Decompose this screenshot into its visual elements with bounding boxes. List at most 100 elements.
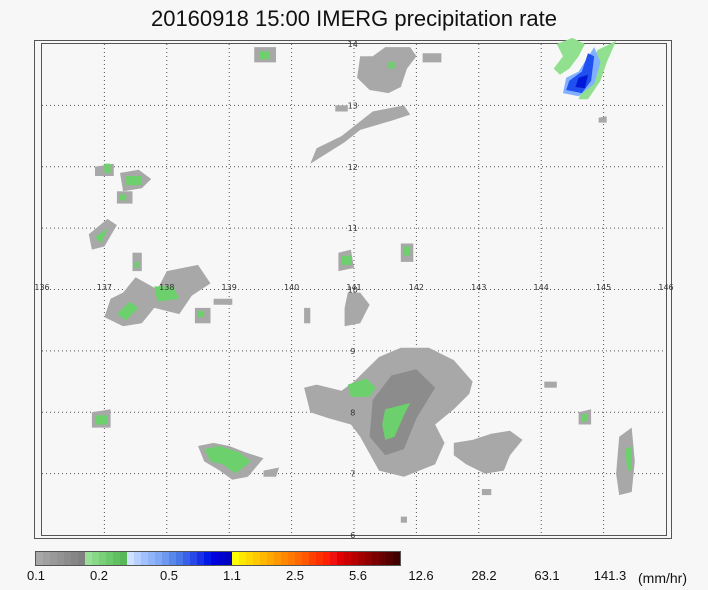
rain-cell <box>357 47 417 94</box>
colorbar-swatch <box>372 552 379 565</box>
lon-tick-label: 140 <box>284 283 299 292</box>
lon-tick-label: 138 <box>159 283 174 292</box>
rain-cell <box>344 292 370 327</box>
colorbar-swatch <box>106 552 113 565</box>
colorbar-swatch <box>393 552 400 565</box>
colorbar-swatch <box>323 552 330 565</box>
rain-cell <box>120 194 127 201</box>
rain-cell <box>581 414 588 422</box>
colorbar-swatch <box>155 552 162 565</box>
colorbar-swatch <box>162 552 169 565</box>
colorbar-tick-label: 1.1 <box>222 568 242 583</box>
rain-cell <box>134 261 139 268</box>
colorbar-swatch <box>253 552 260 565</box>
colorbar-swatch <box>113 552 120 565</box>
lat-tick-label: 10 <box>348 286 358 295</box>
rain-cell <box>625 446 632 471</box>
colorbar-swatch <box>92 552 99 565</box>
lon-tick-label: 137 <box>97 283 112 292</box>
colorbar-tick-label: 0.1 <box>26 568 46 583</box>
colorbar-swatch <box>43 552 50 565</box>
colorbar-tick-label: 5.6 <box>348 568 368 583</box>
rain-cell <box>453 430 523 474</box>
colorbar-swatch <box>281 552 288 565</box>
lon-tick-label: 142 <box>409 283 424 292</box>
rain-cell <box>481 489 492 496</box>
lat-tick-label: 8 <box>350 408 355 417</box>
rain-cell <box>544 381 557 388</box>
colorbar-swatch <box>316 552 323 565</box>
colorbar-swatch <box>239 552 246 565</box>
rain-cell <box>566 53 595 94</box>
rain-cell <box>198 311 205 318</box>
rain-cell <box>126 176 142 186</box>
colorbar-swatch <box>225 552 232 565</box>
colorbar-swatch <box>176 552 183 565</box>
colorbar-swatch <box>386 552 393 565</box>
rain-cell <box>598 116 607 123</box>
lon-tick-label: 139 <box>222 283 237 292</box>
rain-cell <box>422 53 442 63</box>
colorbar-swatch <box>169 552 176 565</box>
rain-cell <box>259 51 270 60</box>
rain-cell <box>310 105 411 164</box>
colorbar-swatch <box>57 552 64 565</box>
colorbar-tick-label: 12.6 <box>408 568 434 583</box>
map-title: 20160918 15:00 IMERG precipitation rate <box>150 6 558 31</box>
rain-cell <box>616 427 635 496</box>
lat-tick-label: 12 <box>348 163 358 172</box>
rain-cell <box>95 228 108 244</box>
rain-cell <box>553 37 585 75</box>
map-inner-frame <box>41 43 667 536</box>
colorbar-swatch <box>351 552 358 565</box>
rain-cell <box>213 298 233 305</box>
colorbar-swatch <box>36 552 43 565</box>
colorbar-swatch <box>204 552 211 565</box>
colorbar-swatch <box>232 552 239 565</box>
map-outer-frame <box>34 40 672 539</box>
colorbar-tick-label: 0.2 <box>89 568 109 583</box>
colorbar-swatch <box>337 552 344 565</box>
colorbar-swatch <box>358 552 365 565</box>
lat-tick-label: 9 <box>350 347 355 356</box>
colorbar-tick-label: 141.3 <box>593 568 627 583</box>
colorbar-swatch <box>246 552 253 565</box>
colorbar-swatch <box>288 552 295 565</box>
colorbar-swatch <box>183 552 190 565</box>
colorbar-swatch <box>148 552 155 565</box>
colorbar-tick-label: 28.2 <box>471 568 497 583</box>
lon-tick-label: 136 <box>34 283 49 292</box>
colorbar-swatch <box>344 552 351 565</box>
colorbar-swatch <box>302 552 309 565</box>
colorbar-swatch <box>190 552 197 565</box>
colorbar-swatch <box>50 552 57 565</box>
rain-cell <box>335 105 348 112</box>
colorbar-tick-label: 0.5 <box>159 568 179 583</box>
colorbar-swatch <box>197 552 204 565</box>
colorbar-swatch <box>218 552 225 565</box>
colorbar-swatch <box>274 552 281 565</box>
colorbar <box>35 551 401 566</box>
rain-cell <box>154 286 180 302</box>
rain-cell <box>575 74 588 89</box>
colorbar-swatch <box>78 552 85 565</box>
colorbar-swatch <box>267 552 274 565</box>
colorbar-swatch <box>141 552 148 565</box>
precipitation-cells <box>88 37 635 523</box>
rain-cell <box>104 163 111 173</box>
rain-cell <box>341 255 351 265</box>
lat-tick-label: 13 <box>348 101 358 110</box>
colorbar-swatch <box>127 552 134 565</box>
rain-cell <box>400 516 407 523</box>
colorbar-tick-label: 63.1 <box>534 568 560 583</box>
colorbar-swatch <box>379 552 386 565</box>
colorbar-swatch <box>295 552 302 565</box>
rain-cell <box>388 61 395 69</box>
rain-cell <box>263 467 280 477</box>
colorbar-swatch <box>365 552 372 565</box>
colorbar-swatch <box>330 552 337 565</box>
lat-tick-label: 11 <box>348 224 358 233</box>
rain-cell <box>204 446 251 474</box>
lon-tick-label: 146 <box>658 283 673 292</box>
